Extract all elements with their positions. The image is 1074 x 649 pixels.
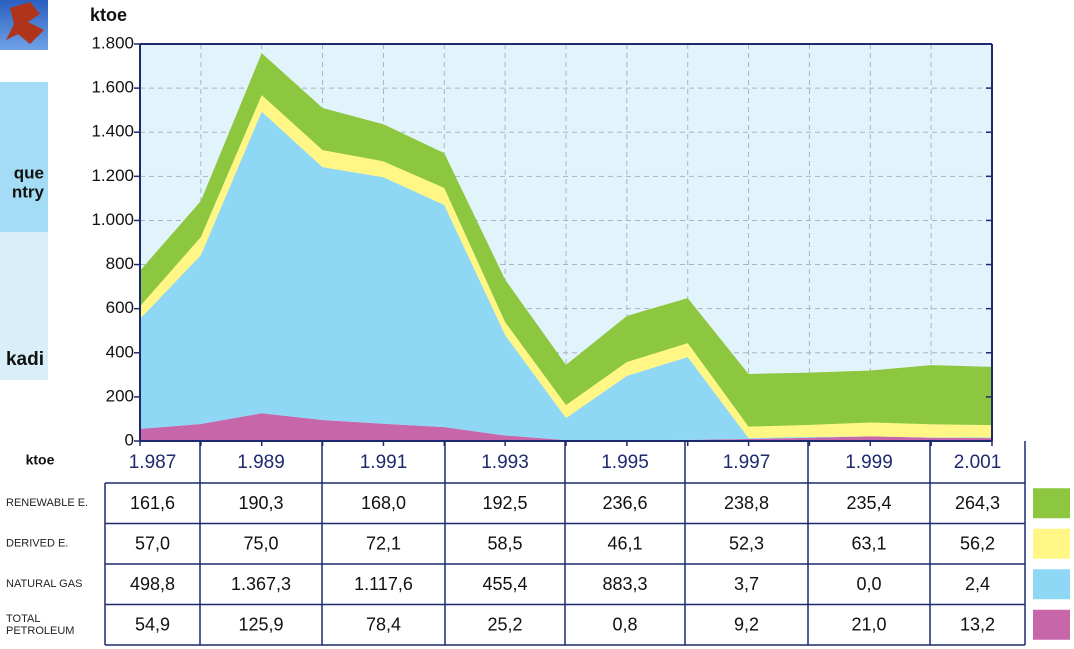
y-tick-label: 1.200 (91, 166, 134, 185)
table-cell: 2,4 (965, 574, 990, 594)
table-cell: 238,8 (724, 493, 769, 513)
column-header: 1.999 (845, 452, 893, 473)
sidebar-text: ntry (12, 182, 45, 201)
leaf (6, 2, 44, 44)
y-tick-label: 600 (106, 298, 134, 317)
sidebar-link[interactable]: kadi (6, 349, 44, 370)
legend-swatch (1033, 488, 1070, 519)
table-cell: 72,1 (366, 534, 401, 554)
table-cell: 883,3 (602, 574, 647, 594)
table: ktoe 1.987 1.989 1.991 1.993 1.995 1.997 1.999… (6, 441, 1070, 646)
table-cell: 125,9 (238, 615, 283, 635)
row-label: NATURAL GAS (6, 578, 82, 590)
column-header: 1.991 (360, 452, 408, 473)
table-cell: 63,1 (851, 534, 886, 554)
table-cell: 9,2 (734, 615, 759, 635)
table-cell: 0,0 (856, 574, 881, 594)
table-cell: 57,0 (135, 534, 170, 554)
table-cell: 78,4 (366, 615, 401, 635)
y-tick-label: 200 (106, 386, 134, 405)
table-cell: 75,0 (243, 534, 278, 554)
area (140, 53, 992, 427)
y-tick-label: 0 (125, 430, 134, 449)
table-cell: 58,5 (487, 534, 522, 554)
legend-swatch (1033, 609, 1070, 640)
area (140, 111, 992, 441)
row-label: TOTAL PETROLEUM (6, 613, 74, 637)
y-tick-label: 800 (106, 254, 134, 273)
table-cell: 3,7 (734, 574, 759, 594)
table-cell: 54,9 (135, 615, 170, 635)
panel (0, 232, 48, 380)
table-cell: 455,4 (482, 574, 527, 594)
y-tick-label: 1.800 (91, 33, 134, 52)
column-header: 1.989 (237, 452, 285, 473)
table-cell: 235,4 (846, 493, 891, 513)
area (140, 413, 992, 441)
table-cell: 21,0 (851, 615, 886, 635)
table-cell: 46,1 (607, 534, 642, 554)
column-header: 1.995 (601, 452, 649, 473)
column-header: 2.001 (954, 452, 1002, 473)
y-axis-label: ktoe (90, 5, 127, 25)
table-cell: 0,8 (612, 615, 637, 635)
table-cell: 25,2 (487, 615, 522, 635)
column-header: 1.997 (723, 452, 771, 473)
table-cell: 52,3 (729, 534, 764, 554)
table-cell: 1.367,3 (231, 574, 291, 594)
y-tick-label: 400 (106, 342, 134, 361)
areas (140, 53, 992, 441)
table-cell: 168,0 (361, 493, 406, 513)
column-header: 1.987 (129, 452, 177, 473)
table-cell: 192,5 (482, 493, 527, 513)
sidebar-text: que (14, 163, 44, 182)
table-cell: 13,2 (960, 615, 995, 635)
table-corner: ktoe (26, 452, 55, 468)
panel (0, 165, 48, 232)
y-tick-label: 1.400 (91, 122, 134, 141)
panel (0, 82, 48, 165)
row-label: RENEWABLE E. (6, 497, 88, 509)
axes: 0 200 400 600 800 1.000 1.200 1.400 1.600 1.800 (91, 33, 993, 449)
table-cell: 498,8 (130, 574, 175, 594)
table-cell: 236,6 (602, 493, 647, 513)
row-label: DERIVED E. (6, 538, 68, 550)
sidebar: que ntry kadi (0, 0, 48, 380)
table-cell: 190,3 (238, 493, 283, 513)
table-cell: 1.117,6 (354, 574, 413, 594)
table-cell: 161,6 (130, 493, 175, 513)
legend-swatch (1033, 528, 1070, 559)
column-header: 1.993 (481, 452, 529, 473)
table-cell: 56,2 (960, 534, 995, 554)
legend-swatch (1033, 569, 1070, 600)
y-tick-label: 1.000 (91, 210, 134, 229)
table-cell: 264,3 (955, 493, 1000, 513)
y-tick-label: 1.600 (91, 78, 134, 97)
